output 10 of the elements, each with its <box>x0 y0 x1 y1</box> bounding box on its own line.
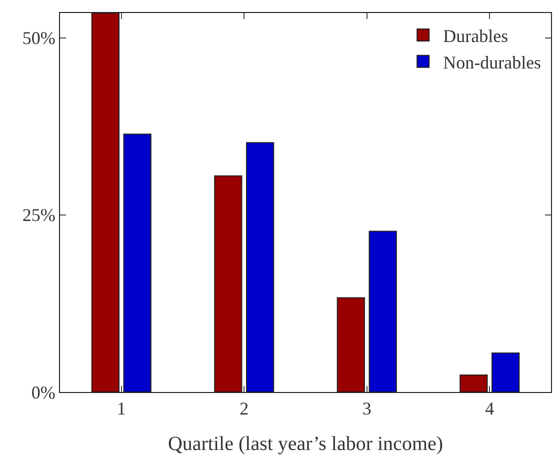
x-axis-title: Quartile (last year’s labor income) <box>168 433 444 455</box>
x-tick-label: 2 <box>240 398 249 419</box>
y-tick-label: 25% <box>22 205 56 226</box>
x-tick-label: 3 <box>362 398 372 419</box>
x-tick-label: 1 <box>116 398 126 419</box>
y-tick-label: 50% <box>22 28 56 48</box>
y-tick-label: 0% <box>31 382 56 402</box>
x-tick-label: 4 <box>485 398 494 419</box>
legend-label: Durables <box>443 26 508 46</box>
legend-label: Non-durables <box>443 52 542 72</box>
